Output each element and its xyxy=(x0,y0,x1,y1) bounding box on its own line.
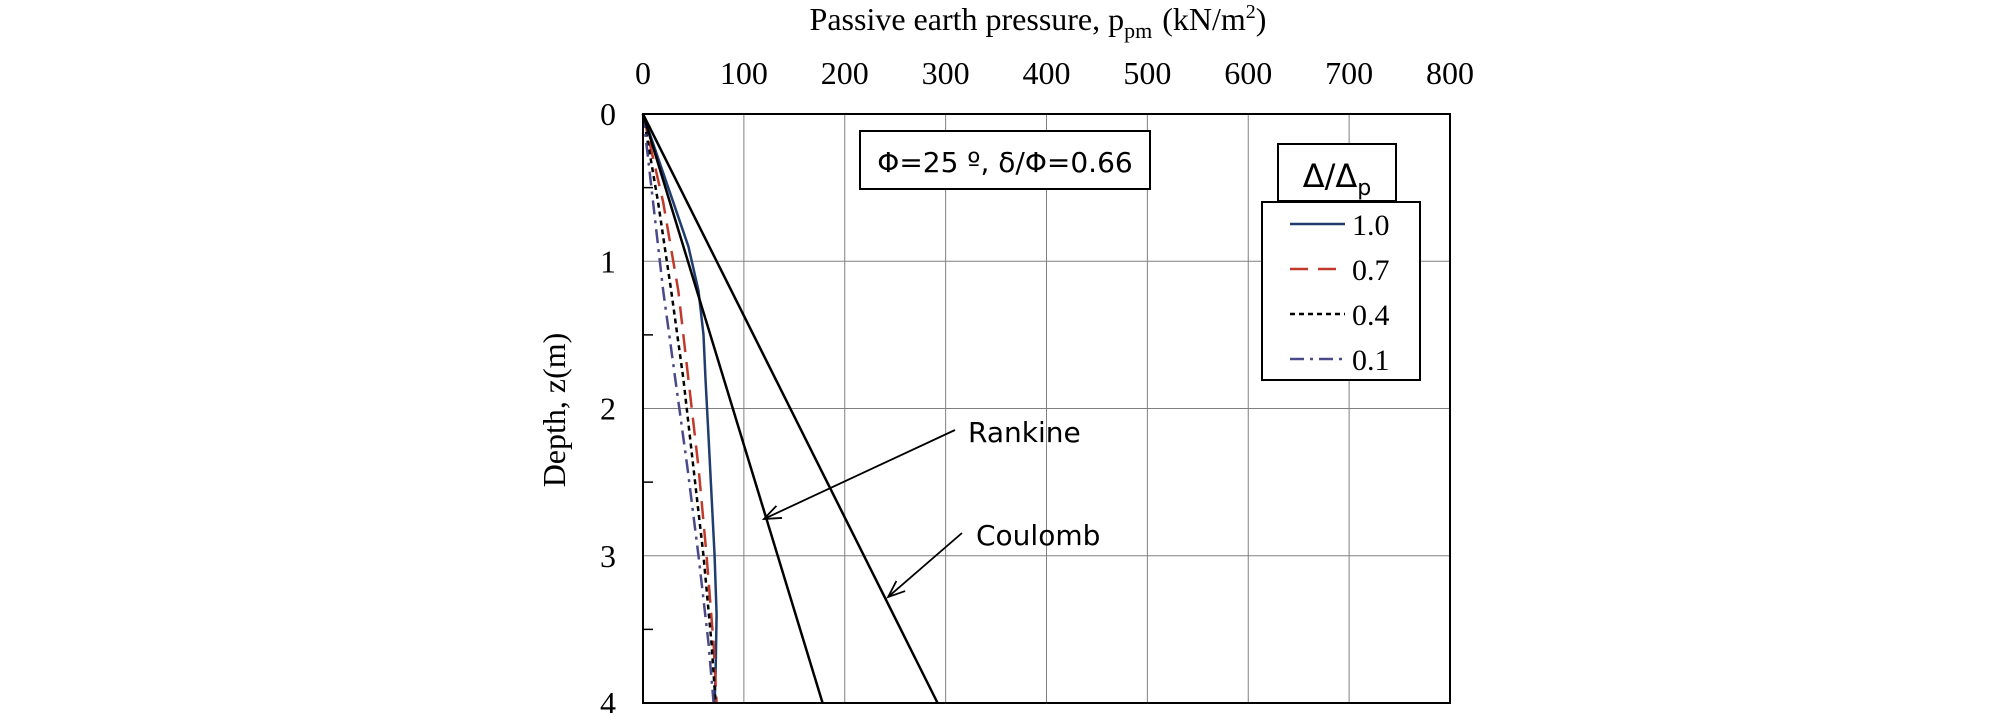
legend: Δ/Δp 1.0 0.7 0.4 0.1 xyxy=(1261,143,1421,381)
x-tick-label: 0 xyxy=(635,55,651,91)
y-tick-label: 2 xyxy=(600,391,616,427)
annotation-arrowhead xyxy=(761,505,783,520)
legend-label: 0.7 xyxy=(1352,254,1390,287)
x-tick-label: 700 xyxy=(1325,55,1373,91)
legend-label: 1.0 xyxy=(1352,209,1390,242)
annotation-arrow xyxy=(887,532,963,598)
legend-title-box xyxy=(1277,143,1397,202)
annotation-label-rankine: Rankine xyxy=(968,416,1081,449)
annotations: Rankine Coulomb xyxy=(761,416,1100,599)
x-axis-title-sup: 2 xyxy=(1246,1,1256,23)
y-axis-title: Depth, z(m) xyxy=(536,333,572,488)
x-tick-label: 600 xyxy=(1224,55,1272,91)
series-lines xyxy=(641,113,939,704)
tick-labels: 0 100 200 300 400 500 600 700 800 0 1 2 3 4 xyxy=(600,55,1474,713)
annotation-arrow xyxy=(763,429,956,520)
legend-title: Δ/Δp xyxy=(1303,157,1372,201)
x-tick-label: 200 xyxy=(821,55,869,91)
legend-box xyxy=(1261,201,1421,381)
series-line-1-0 xyxy=(641,113,718,704)
plot-frame xyxy=(642,113,1451,704)
annotation-label-coulomb: Coulomb xyxy=(976,519,1100,552)
y-tick-label: 0 xyxy=(600,96,616,132)
series-line-0-1 xyxy=(641,113,715,704)
legend-label: 0.1 xyxy=(1352,344,1390,377)
x-axis-title-close: ) xyxy=(1256,1,1267,37)
annotation-arrowhead xyxy=(886,580,906,599)
series-line-coulomb xyxy=(641,113,939,704)
y-tick-label: 4 xyxy=(600,685,616,713)
series-line-rankine xyxy=(641,113,824,704)
x-tick-label: 400 xyxy=(1023,55,1071,91)
x-axis-title: Passive earth pressure, ppm (kN/m2) xyxy=(810,1,1267,43)
x-axis-title-main: Passive earth pressure, p xyxy=(810,1,1125,37)
y-tick-label: 1 xyxy=(600,243,616,279)
legend-label: 0.4 xyxy=(1352,299,1390,332)
x-tick-label: 300 xyxy=(922,55,970,91)
x-tick-label: 800 xyxy=(1426,55,1474,91)
x-axis-title-sub: pm xyxy=(1124,18,1152,43)
series-line-0-7 xyxy=(641,113,718,704)
x-axis-title-unit: (kN/m xyxy=(1162,1,1246,37)
x-tick-label: 100 xyxy=(720,55,768,91)
y-tick-label: 3 xyxy=(600,538,616,574)
parameter-box: Φ=25 º, δ/Φ=0.66 xyxy=(859,130,1151,190)
x-tick-label: 500 xyxy=(1123,55,1171,91)
parameter-box-text: Φ=25 º, δ/Φ=0.66 xyxy=(877,146,1132,179)
